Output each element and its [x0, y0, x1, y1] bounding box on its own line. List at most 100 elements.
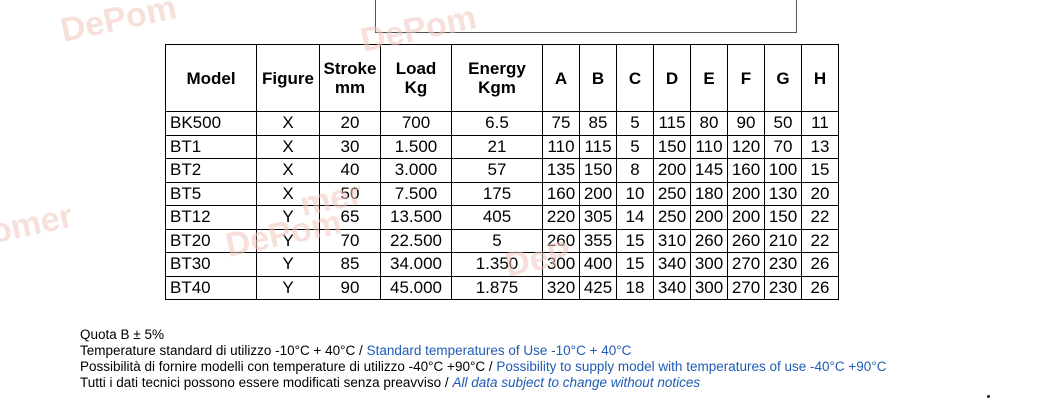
table-cell: 110	[690, 134, 728, 159]
table-cell: 22.500	[380, 228, 452, 253]
table-cell: 220	[542, 205, 580, 230]
table-row: BK500 X 20 700 6.5 75 85 5 115 80 90 50 11	[165, 111, 839, 136]
table-cell: 85	[579, 111, 617, 136]
supply-note-italian: Possibilità di fornire modelli con tempe…	[80, 359, 497, 374]
table-cell: 425	[579, 275, 617, 300]
column-header: Load Kg	[380, 44, 452, 112]
table-cell: 6.5	[451, 111, 543, 136]
table-cell: 200	[579, 181, 617, 206]
table-cell: 20	[801, 181, 839, 206]
disclaimer-note-italian: Tutti i dati tecnici possono essere modi…	[80, 375, 453, 390]
column-header-text: mm	[334, 78, 366, 97]
table-cell: X	[256, 134, 320, 159]
table-cell: X	[256, 181, 320, 206]
table-cell: 15	[616, 252, 654, 277]
table-cell: 10	[616, 181, 654, 206]
table-cell: 65	[319, 205, 381, 230]
table-cell: 230	[764, 252, 802, 277]
column-header-text: Kg	[404, 78, 428, 97]
table-cell: 70	[319, 228, 381, 253]
table-cell: 260	[690, 228, 728, 253]
temperature-note: Temperature standard di utilizzo -10°C +…	[80, 343, 886, 359]
table-cell: 20	[319, 111, 381, 136]
column-header-text: A	[554, 68, 568, 88]
table-cell: 115	[579, 134, 617, 159]
table-cell: 34.000	[380, 252, 452, 277]
specification-table: Model Figure Stroke mm Load Kg Energy Kgm A B C D E F…	[165, 44, 839, 300]
table-cell: 270	[727, 252, 765, 277]
table-row: BT20 Y 70 22.500 5 260 355 15 310 260 260 210 22	[165, 228, 839, 253]
table-cell: 200	[690, 205, 728, 230]
column-header: C	[616, 44, 654, 112]
table-cell: 355	[579, 228, 617, 253]
table-cell: 85	[319, 252, 381, 277]
table-header-row: Model Figure Stroke mm Load Kg Energy Kgm A B C D E F…	[165, 44, 839, 112]
table-cell: 90	[319, 275, 381, 300]
table-body: BK500 X 20 700 6.5 75 85 5 115 80 90 50 11 BT1 X 30 1.50…	[165, 111, 839, 300]
table-cell: 5	[616, 111, 654, 136]
column-header: D	[653, 44, 691, 112]
table-cell: 120	[727, 134, 765, 159]
model-cell: BT20	[165, 228, 257, 253]
temperature-note-english: Standard temperatures of Use -10°C + 40°…	[366, 343, 632, 358]
table-cell: 340	[653, 275, 691, 300]
table-cell: 110	[542, 134, 580, 159]
table-cell: 15	[801, 158, 839, 183]
table-cell: 300	[690, 275, 728, 300]
disclaimer-note-english: All data subject to change without notic…	[452, 375, 701, 390]
table-cell: 160	[542, 181, 580, 206]
model-cell: BT12	[165, 205, 257, 230]
table-cell: 175	[451, 181, 543, 206]
table-cell: 22	[801, 228, 839, 253]
column-header: E	[690, 44, 728, 112]
disclaimer-note: Tutti i dati tecnici possono essere modi…	[80, 375, 886, 391]
column-header-text: Figure	[262, 68, 314, 88]
table-cell: 8	[616, 158, 654, 183]
table-cell: Y	[256, 275, 320, 300]
watermark-logo: DePom	[57, 0, 180, 50]
table-cell: 5	[451, 228, 543, 253]
table-cell: 150	[653, 134, 691, 159]
column-header: F	[727, 44, 765, 112]
table-cell: 26	[801, 275, 839, 300]
table-cell: 320	[542, 275, 580, 300]
table-cell: 15	[616, 228, 654, 253]
column-header-text: G	[776, 68, 790, 88]
table-cell: 405	[451, 205, 543, 230]
table-cell: 260	[542, 228, 580, 253]
column-header: A	[542, 44, 580, 112]
column-header-text: Load	[395, 59, 437, 78]
table-cell: 135	[542, 158, 580, 183]
table-cell: 14	[616, 205, 654, 230]
column-header: H	[801, 44, 839, 112]
table-row: BT1 X 30 1.500 21 110 115 5 150 110 120 70 13	[165, 134, 839, 159]
table-cell: 40	[319, 158, 381, 183]
column-header-text: H	[813, 68, 827, 88]
table-cell: 70	[764, 134, 802, 159]
table-cell: Y	[256, 228, 320, 253]
table-cell: 13.500	[380, 205, 452, 230]
table-cell: 30	[319, 134, 381, 159]
table-cell: 50	[319, 181, 381, 206]
column-header: G	[764, 44, 802, 112]
table-cell: 45.000	[380, 275, 452, 300]
watermark-logo: omer	[0, 196, 77, 252]
table-cell: 305	[579, 205, 617, 230]
table-row: BT30 Y 85 34.000 1.350 300 400 15 340 300 270 230 26	[165, 252, 839, 277]
table-cell: 180	[690, 181, 728, 206]
table-cell: Y	[256, 252, 320, 277]
column-header: B	[579, 44, 617, 112]
table-cell: 250	[653, 181, 691, 206]
table-cell: 1.500	[380, 134, 452, 159]
column-header-text: Energy	[468, 59, 526, 78]
model-cell: BT1	[165, 134, 257, 159]
table-cell: 18	[616, 275, 654, 300]
model-cell: BT40	[165, 275, 257, 300]
table-cell: 270	[727, 275, 765, 300]
table-cell: 700	[380, 111, 452, 136]
column-header: Model	[165, 44, 257, 112]
table-cell: 21	[451, 134, 543, 159]
table-cell: 22	[801, 205, 839, 230]
table-cell: 340	[653, 252, 691, 277]
table-cell: 100	[764, 158, 802, 183]
